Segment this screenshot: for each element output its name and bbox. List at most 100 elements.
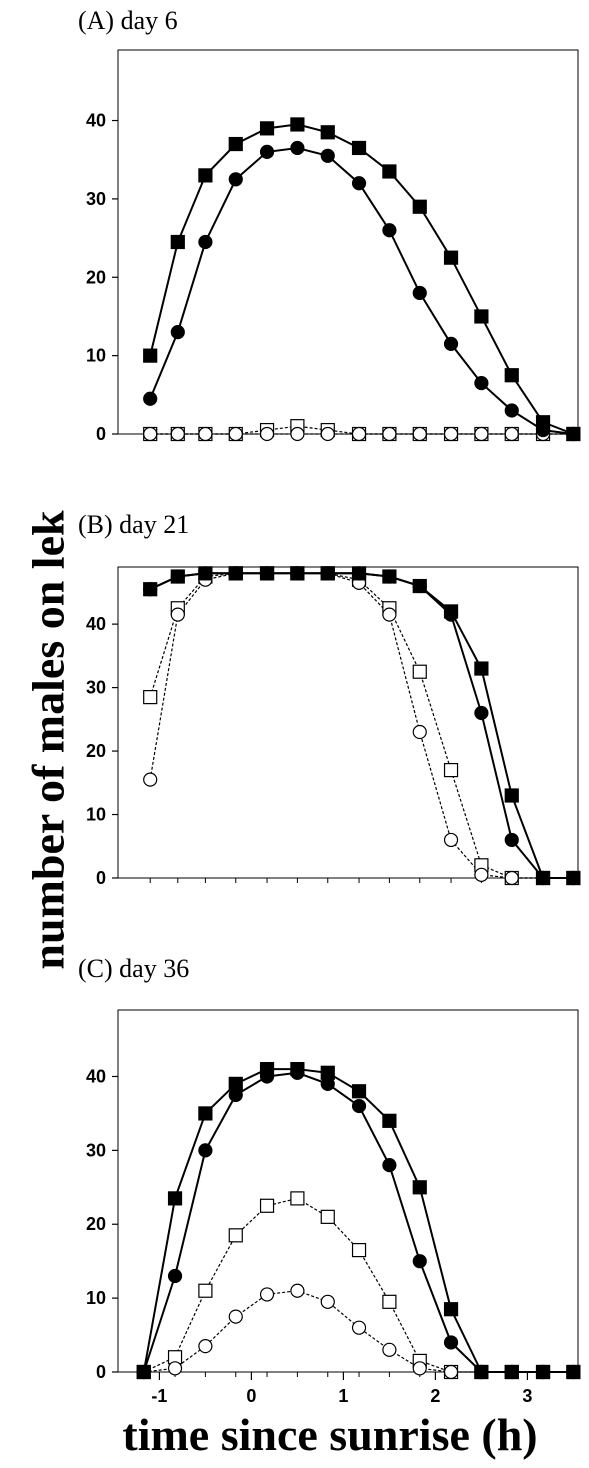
data-point-square-filled bbox=[228, 136, 243, 152]
data-point-circle-open bbox=[382, 607, 397, 622]
data-point-square-open bbox=[320, 1209, 335, 1224]
data-point-circle-filled bbox=[443, 1335, 459, 1350]
data-point-circle-filled bbox=[412, 578, 427, 594]
data-point-circle-open bbox=[198, 1339, 213, 1354]
data-point-circle-open bbox=[474, 426, 489, 442]
y-tick-label: 30 bbox=[86, 189, 106, 209]
data-point-circle-filled bbox=[198, 234, 213, 250]
data-point-circle-open bbox=[198, 426, 213, 442]
panel-a-title: (A) day 6 bbox=[78, 6, 178, 35]
data-point-circle-filled bbox=[382, 569, 397, 584]
data-point-circle-filled bbox=[535, 422, 551, 438]
data-point-square-open bbox=[290, 1191, 305, 1206]
data-point-circle-filled bbox=[198, 1143, 213, 1158]
data-point-circle-filled bbox=[504, 832, 519, 848]
data-point-circle-filled bbox=[198, 566, 213, 581]
data-point-circle-filled bbox=[259, 1069, 275, 1084]
y-tick-label: 0 bbox=[96, 1362, 106, 1382]
data-point-square-filled bbox=[443, 1302, 459, 1317]
data-point-circle-open bbox=[351, 1320, 367, 1335]
data-point-circle-open bbox=[290, 426, 305, 442]
data-point-circle-open bbox=[474, 867, 489, 882]
data-point-circle-filled bbox=[290, 566, 305, 581]
data-point-circle-filled bbox=[143, 391, 158, 406]
data-point-circle-filled bbox=[170, 569, 185, 584]
data-point-circle-open bbox=[504, 870, 519, 886]
data-point-circle-open bbox=[382, 1342, 397, 1357]
data-point-circle-filled bbox=[143, 582, 158, 597]
data-point-circle-open bbox=[290, 1283, 305, 1298]
data-point-square-open bbox=[259, 1198, 275, 1213]
data-point-circle-open bbox=[259, 426, 275, 442]
data-point-circle-filled bbox=[535, 1364, 551, 1380]
data-point-square-filled bbox=[143, 348, 158, 363]
data-point-circle-filled bbox=[504, 403, 519, 418]
y-tick-label: 0 bbox=[96, 424, 106, 444]
data-point-circle-filled bbox=[228, 566, 243, 581]
data-point-circle-open bbox=[320, 1294, 335, 1309]
chart-panel-a: 0 10 20 30 40 bbox=[86, 49, 581, 444]
data-point-circle-open bbox=[443, 1364, 459, 1380]
data-point-circle-filled bbox=[170, 325, 185, 340]
data-point-circle-open bbox=[412, 724, 427, 740]
data-point-square-filled bbox=[167, 1191, 183, 1206]
data-point-circle-filled bbox=[167, 1268, 183, 1284]
data-point-square-filled bbox=[351, 1084, 367, 1099]
data-point-circle-open bbox=[228, 1309, 243, 1324]
panel-b-title: (B) day 21 bbox=[78, 510, 190, 539]
y-tick-label: 0 bbox=[96, 868, 106, 888]
data-point-circle-filled bbox=[320, 148, 335, 163]
x-axis-label: time since sunrise (h) bbox=[122, 1409, 538, 1460]
data-point-square-filled bbox=[170, 234, 185, 250]
data-point-circle-open bbox=[382, 426, 397, 442]
data-point-circle-filled bbox=[351, 176, 367, 191]
data-point-circle-filled bbox=[351, 1098, 367, 1114]
data-point-circle-open bbox=[143, 772, 158, 787]
x-tick-label: 2 bbox=[430, 1386, 440, 1406]
data-point-square-open bbox=[228, 1228, 243, 1243]
data-point-circle-filled bbox=[228, 172, 243, 187]
data-point-square-open bbox=[443, 763, 459, 778]
data-point-circle-filled bbox=[290, 140, 305, 156]
data-point-square-open bbox=[351, 1243, 367, 1258]
data-point-square-filled bbox=[412, 199, 427, 214]
data-point-circle-filled bbox=[136, 1364, 151, 1380]
data-point-circle-filled bbox=[535, 870, 551, 886]
y-tick-label: 10 bbox=[86, 346, 106, 366]
series-line-square-open bbox=[149, 572, 574, 879]
data-point-circle-open bbox=[228, 426, 243, 442]
data-point-circle-filled bbox=[474, 705, 489, 721]
data-point-circle-filled bbox=[290, 1065, 305, 1080]
data-point-circle-open bbox=[167, 1361, 183, 1376]
y-tick-label: 40 bbox=[86, 1066, 106, 1086]
data-point-circle-filled bbox=[382, 1158, 397, 1173]
data-point-circle-filled bbox=[443, 336, 459, 351]
y-axis-label-wrap: number of males on lek bbox=[8, 440, 88, 1040]
data-point-circle-open bbox=[351, 426, 367, 442]
data-point-circle-open bbox=[170, 426, 185, 442]
data-point-circle-open bbox=[170, 607, 185, 622]
y-tick-label: 10 bbox=[86, 805, 106, 825]
data-point-circle-filled bbox=[566, 1364, 581, 1380]
data-point-circle-filled bbox=[443, 607, 459, 622]
data-point-square-filled bbox=[351, 140, 367, 156]
data-point-square-open bbox=[382, 1294, 397, 1309]
data-point-square-filled bbox=[198, 168, 213, 183]
data-point-circle-filled bbox=[351, 566, 367, 581]
data-point-circle-filled bbox=[566, 870, 581, 886]
panel-c-title: (C) day 36 bbox=[78, 954, 190, 983]
y-axis-label: number of males on lek bbox=[22, 510, 74, 970]
data-point-circle-filled bbox=[228, 1087, 243, 1103]
y-tick-label: 30 bbox=[86, 1140, 106, 1160]
y-tick-label: 20 bbox=[86, 267, 106, 287]
data-point-square-filled bbox=[320, 125, 335, 140]
data-point-square-filled bbox=[382, 1113, 397, 1128]
data-point-circle-filled bbox=[566, 426, 581, 442]
data-point-square-filled bbox=[290, 117, 305, 132]
data-point-square-filled bbox=[198, 1106, 213, 1121]
data-point-square-open bbox=[143, 690, 158, 705]
data-point-circle-open bbox=[259, 1287, 275, 1302]
data-point-circle-filled bbox=[259, 566, 275, 581]
